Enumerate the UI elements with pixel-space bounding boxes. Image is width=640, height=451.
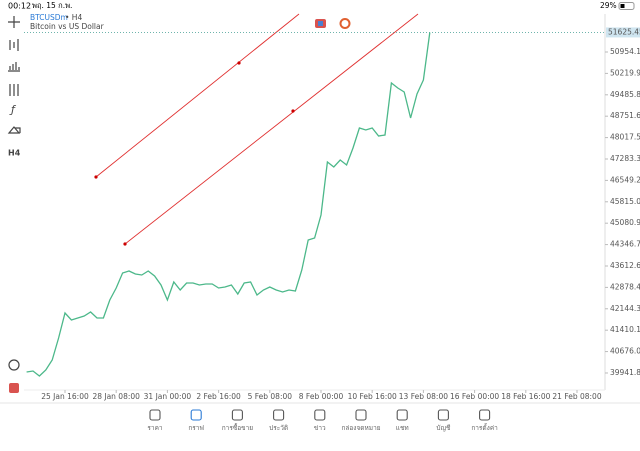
trend-anchor[interactable]	[291, 109, 295, 113]
trend-anchor[interactable]	[237, 61, 241, 65]
y-tick-label: 42878.45	[610, 282, 640, 291]
nav-icon[interactable]	[190, 409, 202, 421]
nav-label[interactable]: ราคา	[147, 424, 162, 432]
crosshair-tool[interactable]	[8, 16, 20, 28]
x-tick-label: 18 Feb 16:00	[501, 392, 550, 401]
y-tick-label: 50219.95	[610, 68, 640, 77]
x-tick-label: 13 Feb 08:00	[399, 392, 448, 401]
nav-icon[interactable]	[479, 409, 491, 421]
left-toolbar: ƒ H4	[7, 16, 21, 393]
symbol[interactable]: BTCUSDm	[30, 13, 68, 22]
nav-icon[interactable]	[437, 409, 449, 421]
y-tick-label: 41410.15	[610, 325, 640, 334]
price-line	[26, 32, 431, 377]
nav-icon[interactable]	[231, 409, 243, 421]
nav-icon[interactable]	[149, 409, 161, 421]
status-time: 00:12	[8, 2, 31, 11]
x-tick-label: 10 Feb 16:00	[348, 392, 397, 401]
bars-tool[interactable]	[8, 62, 20, 72]
y-tick-label: 46549.20	[610, 175, 640, 184]
battery-icon	[618, 2, 635, 10]
nav-label[interactable]: การซื้อขาย	[222, 423, 253, 432]
nav-icon[interactable]	[314, 409, 326, 421]
nav-label[interactable]: กราฟ	[188, 424, 204, 432]
y-tick-label: 47283.35	[610, 154, 640, 163]
nav-icon[interactable]	[273, 409, 285, 421]
x-tick-label: 28 Jan 08:00	[92, 392, 140, 401]
function-tool[interactable]: ƒ	[9, 103, 17, 116]
trend-line[interactable]	[95, 13, 300, 178]
y-tick-label: 45080.90	[610, 218, 640, 227]
description: Bitcoin vs US Dollar	[30, 22, 105, 31]
status-battery: 29%	[600, 1, 617, 10]
nav-label[interactable]: กล่องจดหมาย	[341, 424, 380, 432]
y-tick-label: 48751.65	[610, 111, 640, 120]
x-tick-label: 31 Jan 00:00	[144, 392, 192, 401]
x-tick-label: 25 Jan 16:00	[41, 392, 89, 401]
y-tick-label: 50954.10	[610, 47, 640, 56]
nav-label[interactable]: บัญชี	[436, 424, 451, 432]
y-tick-label: 44346.75	[610, 240, 640, 249]
nav-label[interactable]: การตั้งค่า	[471, 423, 498, 432]
nav-label[interactable]: แชท	[396, 424, 409, 432]
x-tick-label: 16 Feb 00:00	[450, 392, 499, 401]
signal-tool[interactable]	[8, 359, 20, 371]
one-click-icon[interactable]	[339, 18, 351, 29]
chart-type-tool[interactable]	[9, 39, 19, 51]
status-date: พฤ. 15 ก.พ.	[32, 1, 72, 10]
bottom-nav: ราคา กราฟ การซื้อขาย ประวัติ ข่าว กล่องจดหมาย…	[147, 409, 498, 432]
x-tick-label: 21 Feb 08:00	[552, 392, 601, 401]
nav-icon[interactable]	[355, 409, 367, 421]
timeframe-tool[interactable]: H4	[8, 149, 21, 158]
y-tick-label: 39941.85	[610, 368, 640, 377]
shapes-tool[interactable]	[7, 126, 21, 134]
y-tick-label: 40676.00	[610, 347, 640, 356]
trade-icon-inner	[318, 21, 323, 26]
last-price-label: 51625.45	[608, 27, 640, 36]
nav-label[interactable]: ข่าว	[314, 424, 326, 432]
trend-anchor[interactable]	[94, 175, 98, 179]
x-tick-label: 5 Feb 08:00	[248, 392, 293, 401]
y-tick-label: 48017.50	[610, 133, 640, 142]
indicators-tool[interactable]	[9, 84, 19, 96]
y-tick-label: 42144.30	[610, 304, 640, 313]
nav-label[interactable]: ประวัติ	[269, 424, 288, 432]
y-tick-label: 45815.05	[610, 197, 640, 206]
x-tick-label: 8 Feb 00:00	[299, 392, 344, 401]
last-price-box	[606, 27, 640, 38]
x-tick-label: 2 Feb 16:00	[196, 392, 241, 401]
battery-level	[620, 4, 625, 8]
y-tick-label: 49485.80	[610, 90, 640, 99]
y-tick-label: 43612.60	[610, 261, 640, 270]
trend-anchor[interactable]	[123, 242, 127, 246]
timeframe: • H4	[65, 13, 82, 22]
trend-line[interactable]	[124, 13, 419, 245]
nav-icon[interactable]	[396, 409, 408, 421]
trade-tool[interactable]	[9, 383, 19, 393]
